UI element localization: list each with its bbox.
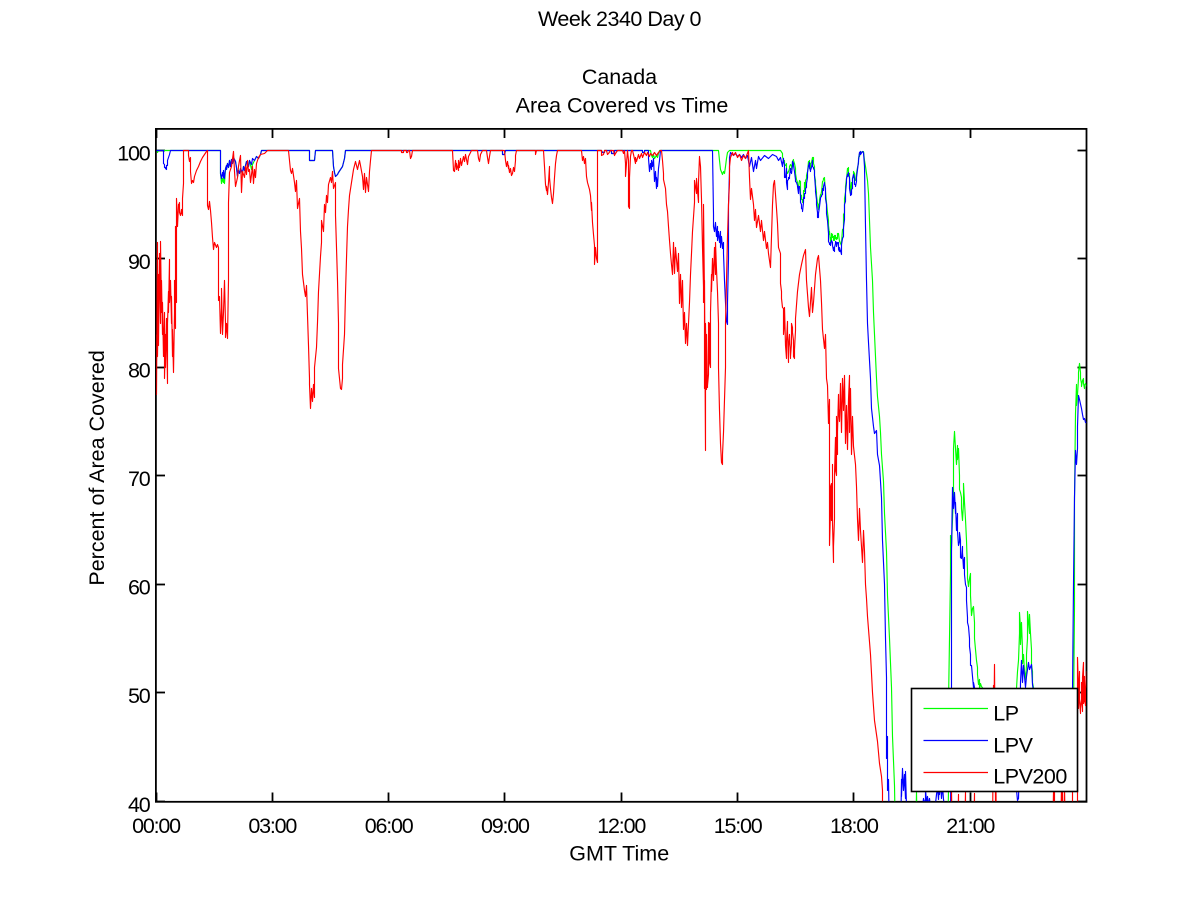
svg-text:21:00: 21:00 <box>946 814 995 838</box>
svg-text:18:00: 18:00 <box>830 814 879 838</box>
svg-text:LPV200: LPV200 <box>993 765 1067 789</box>
svg-text:Week 2340 Day 0: Week 2340 Day 0 <box>538 7 702 31</box>
svg-text:LP: LP <box>993 702 1018 726</box>
svg-text:60: 60 <box>128 576 151 600</box>
svg-text:Percent of Area Covered: Percent of Area Covered <box>85 350 109 585</box>
svg-text:LPV: LPV <box>993 734 1033 758</box>
svg-text:80: 80 <box>128 359 151 383</box>
svg-text:40: 40 <box>128 793 151 817</box>
svg-text:90: 90 <box>128 250 151 274</box>
svg-text:03:00: 03:00 <box>248 814 297 838</box>
svg-text:70: 70 <box>128 467 151 491</box>
svg-text:12:00: 12:00 <box>597 814 646 838</box>
svg-text:00:00: 00:00 <box>132 814 181 838</box>
svg-text:09:00: 09:00 <box>481 814 530 838</box>
svg-text:06:00: 06:00 <box>365 814 414 838</box>
svg-text:15:00: 15:00 <box>714 814 763 838</box>
svg-text:Area Covered vs Time: Area Covered vs Time <box>516 94 729 118</box>
svg-text:100: 100 <box>117 141 151 165</box>
svg-text:Canada: Canada <box>582 65 657 89</box>
svg-text:50: 50 <box>128 684 151 708</box>
svg-text:GMT Time: GMT Time <box>569 841 669 865</box>
